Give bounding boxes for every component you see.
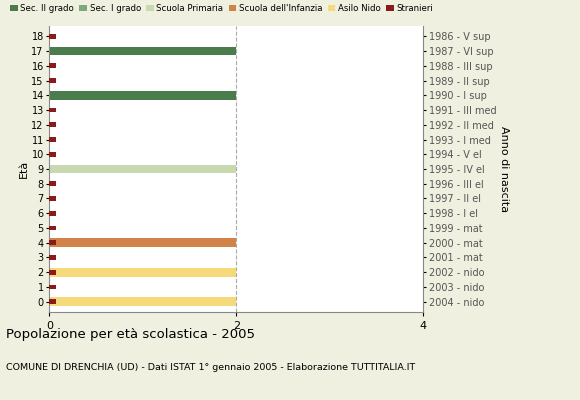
Bar [49,64,56,68]
Bar [49,211,56,216]
Bar [49,108,56,112]
Bar [49,164,237,174]
Bar [49,284,56,289]
Bar [49,91,237,100]
Y-axis label: Anno di nascita: Anno di nascita [499,126,509,212]
Bar [49,78,56,83]
Legend: Sec. II grado, Sec. I grado, Scuola Primaria, Scuola dell'Infanzia, Asilo Nido, : Sec. II grado, Sec. I grado, Scuola Prim… [10,4,433,13]
Bar [49,268,237,277]
Bar [49,270,56,274]
Bar [49,255,56,260]
Bar [49,196,56,201]
Bar [49,297,237,306]
Bar [49,34,56,39]
Bar [49,181,56,186]
Text: COMUNE DI DRENCHIA (UD) - Dati ISTAT 1° gennaio 2005 - Elaborazione TUTTITALIA.I: COMUNE DI DRENCHIA (UD) - Dati ISTAT 1° … [6,363,415,372]
Bar [49,137,56,142]
Bar [49,240,56,245]
Bar [49,152,56,157]
Bar [49,299,56,304]
Text: Popolazione per età scolastica - 2005: Popolazione per età scolastica - 2005 [6,328,255,341]
Bar [49,122,56,127]
Bar [49,226,56,230]
Bar [49,47,237,56]
Y-axis label: Età: Età [19,160,28,178]
Bar [49,238,237,247]
